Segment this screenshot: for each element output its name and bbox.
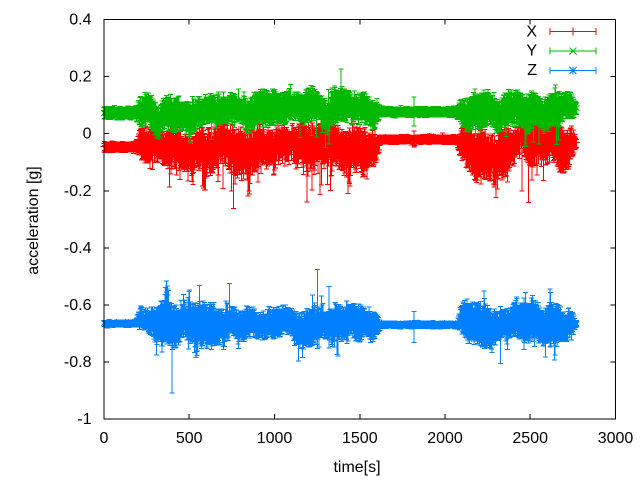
svg-text:500: 500 xyxy=(176,430,203,447)
svg-text:Y: Y xyxy=(526,43,537,60)
svg-text:0.2: 0.2 xyxy=(69,69,91,86)
svg-text:Z: Z xyxy=(527,62,537,79)
svg-text:-0.6: -0.6 xyxy=(64,297,92,314)
svg-text:-1: -1 xyxy=(77,411,91,428)
svg-text:-0.4: -0.4 xyxy=(64,240,92,257)
svg-text:1500: 1500 xyxy=(342,430,378,447)
svg-text:2000: 2000 xyxy=(427,430,463,447)
svg-text:-0.8: -0.8 xyxy=(64,354,92,371)
svg-text:time[s]: time[s] xyxy=(333,459,380,476)
svg-text:0.4: 0.4 xyxy=(69,12,91,29)
svg-text:2500: 2500 xyxy=(512,430,548,447)
svg-text:0: 0 xyxy=(83,126,92,143)
svg-text:0: 0 xyxy=(100,430,109,447)
svg-text:X: X xyxy=(526,23,537,40)
svg-text:1000: 1000 xyxy=(257,430,293,447)
svg-text:-0.2: -0.2 xyxy=(64,183,92,200)
svg-text:acceleration [g]: acceleration [g] xyxy=(25,166,42,275)
svg-text:3000: 3000 xyxy=(598,430,634,447)
